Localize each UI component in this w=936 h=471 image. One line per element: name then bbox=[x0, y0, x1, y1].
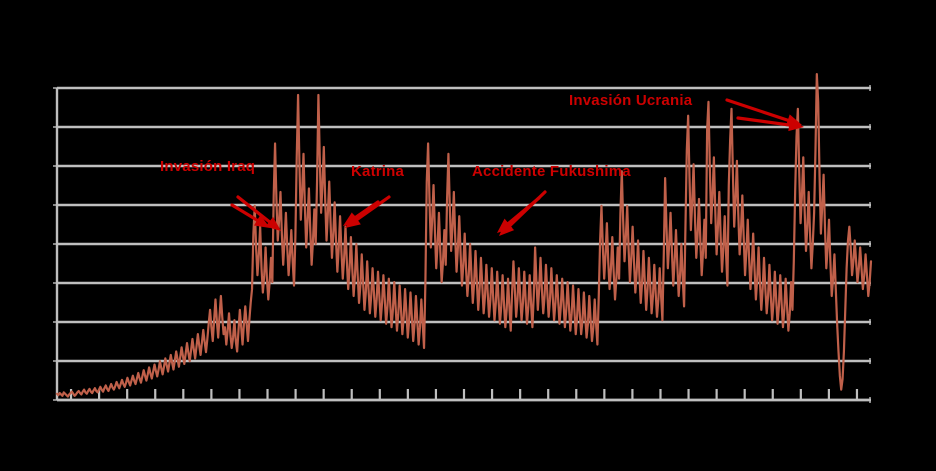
data-series-line bbox=[55, 73, 873, 398]
annotation-label-iraq: Invasión Iraq bbox=[160, 158, 256, 175]
axis-lines bbox=[55, 88, 871, 402]
x-axis-ticks bbox=[69, 389, 859, 400]
annotation-label-ucrania: Invasión Ucrania bbox=[569, 92, 693, 109]
annotation-arrows bbox=[230, 98, 804, 236]
annotation-label-katrina: Katrina bbox=[351, 163, 405, 180]
annotation-label-fukushima: Accidente Fukushima bbox=[472, 163, 631, 180]
